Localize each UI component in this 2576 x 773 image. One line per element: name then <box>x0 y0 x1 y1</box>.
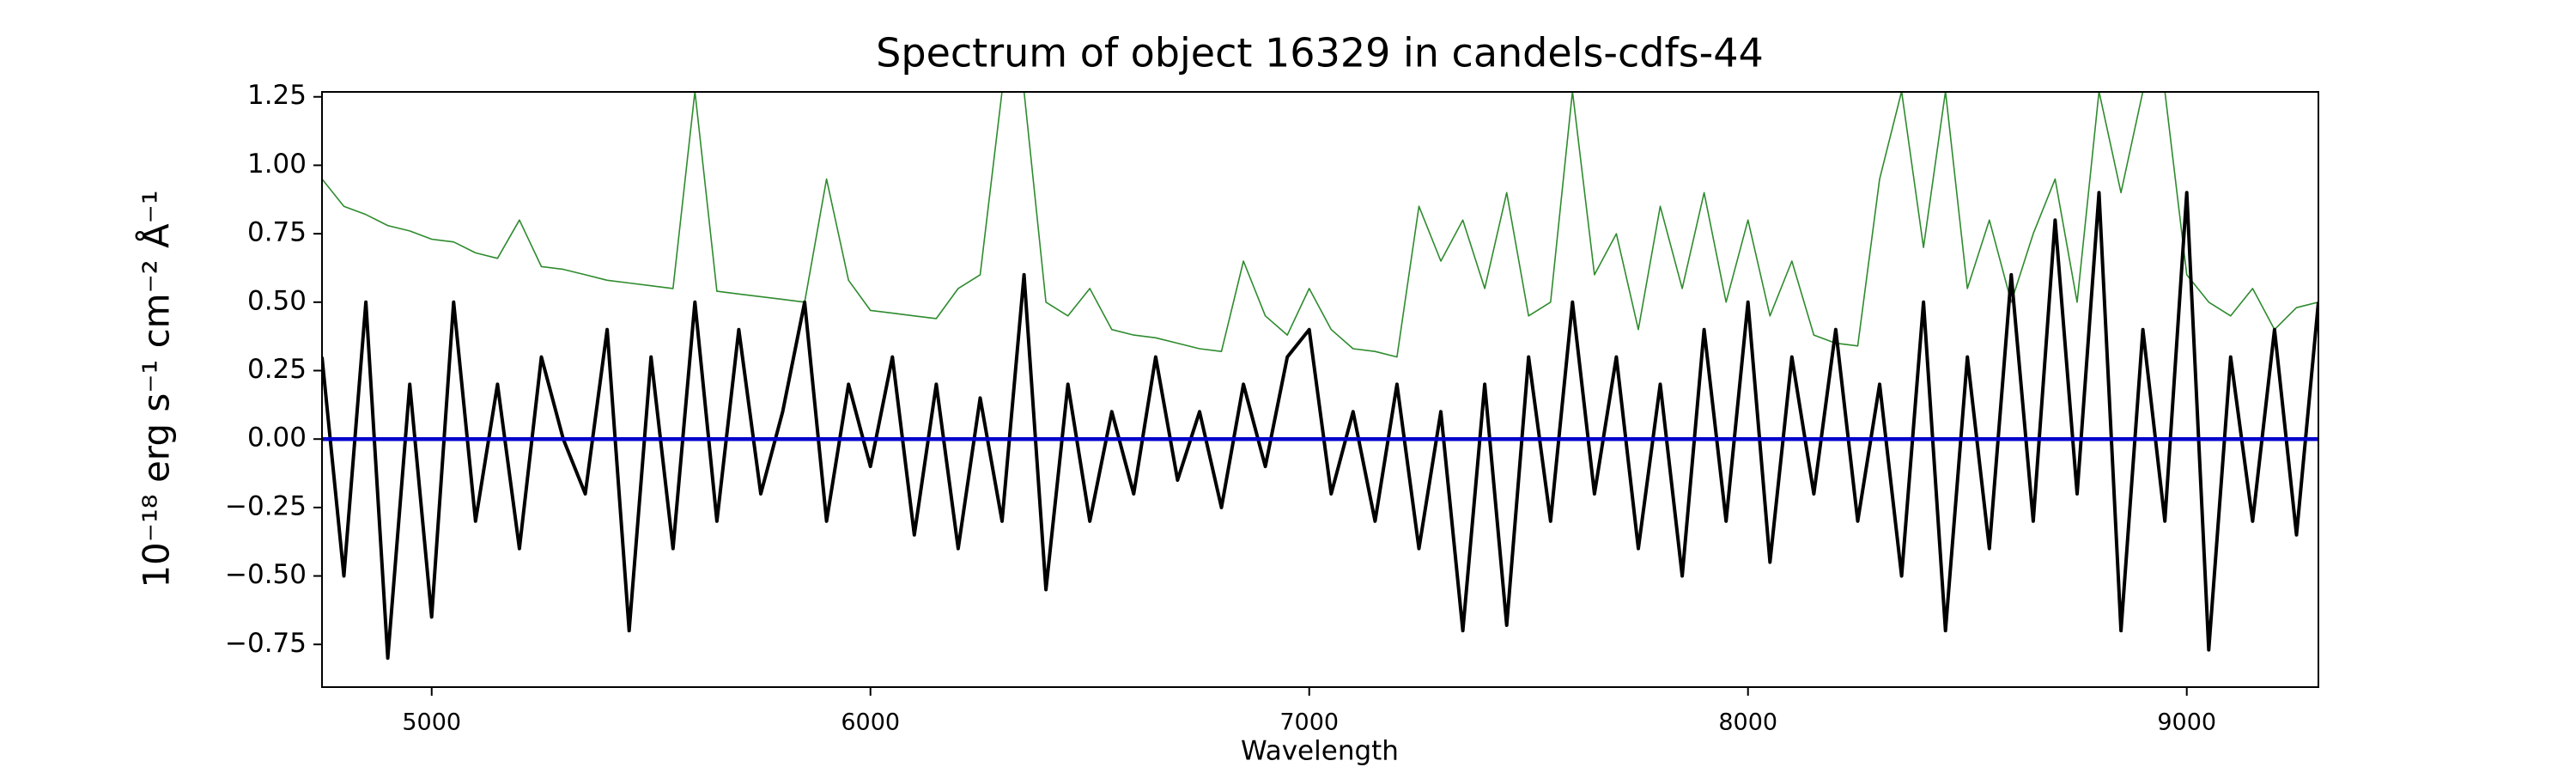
spectrum-line <box>322 92 2318 358</box>
y-axis-label: 10⁻¹⁸ erg s⁻¹ cm⁻² Å⁻¹ <box>135 190 178 587</box>
y-tick-label: 0.25 <box>247 354 307 385</box>
x-tick-label: 6000 <box>841 709 900 736</box>
x-axis-label: Wavelength <box>1241 736 1399 767</box>
y-tick-label: 0.00 <box>247 423 307 453</box>
plot-frame <box>321 91 2319 688</box>
y-tick-label: 1.00 <box>247 149 307 180</box>
plot-lines <box>322 92 2318 660</box>
y-tick-label: 0.50 <box>247 285 307 316</box>
y-tick-label: 0.75 <box>247 217 307 248</box>
x-tick-label: 7000 <box>1279 709 1339 736</box>
y-tick-label: −0.50 <box>225 559 307 590</box>
x-tick-label: 8000 <box>1718 709 1777 736</box>
y-tick-label: −0.75 <box>225 628 307 659</box>
spectrum-line <box>322 191 2318 660</box>
y-tick-label: −0.25 <box>225 490 307 521</box>
x-tick-label: 9000 <box>2157 709 2216 736</box>
x-tick-label: 5000 <box>402 709 461 736</box>
chart-title: Spectrum of object 16329 in candels-cdfs… <box>876 30 1764 76</box>
y-tick-label: 1.25 <box>247 80 307 111</box>
